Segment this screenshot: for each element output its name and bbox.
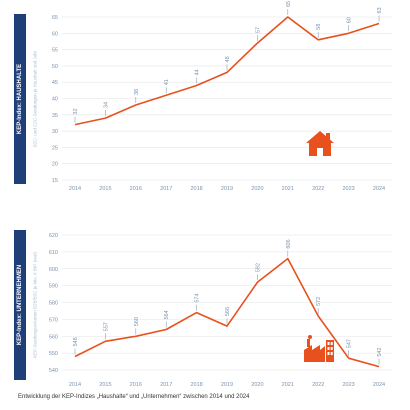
x-tick-label: 2019 — [221, 186, 233, 192]
y-tick-label: 610 — [49, 250, 58, 256]
x-tick-label: 2014 — [69, 382, 81, 388]
y-tick-label: 620 — [49, 233, 58, 239]
x-tick-label: 2015 — [99, 186, 111, 192]
y-tick-label: 45 — [52, 80, 58, 86]
chart1-title-tab: KEP-Index: HAUSHALTE — [14, 14, 26, 184]
y-tick-label: 40 — [52, 97, 58, 103]
y-tick-label: 20 — [52, 162, 58, 168]
data-label: 44 — [195, 69, 201, 75]
x-tick-label: 2020 — [251, 186, 263, 192]
x-tick-label: 2016 — [130, 382, 142, 388]
x-tick-label: 2018 — [190, 382, 202, 388]
x-tick-label: 2023 — [342, 186, 354, 192]
house-icon — [306, 131, 334, 156]
y-tick-label: 550 — [49, 351, 58, 357]
data-label: 542 — [377, 347, 383, 356]
house-chimney — [326, 133, 330, 140]
series-line — [74, 257, 380, 368]
chart-2-group: 620 610 600 590 580 570 560 550 540 2014 2015 2016 2… — [49, 233, 392, 388]
data-label: 32 — [73, 108, 79, 114]
factory-hall — [304, 345, 325, 362]
y-tick-label: 15 — [52, 178, 58, 184]
data-label: 548 — [73, 337, 79, 346]
data-label: 65 — [286, 1, 292, 7]
y-tick-label: 60 — [52, 31, 58, 37]
y-tick-label: 30 — [52, 129, 58, 135]
y-tick-label: 50 — [52, 64, 58, 70]
y-tick-label: 590 — [49, 284, 58, 290]
data-label: 547 — [347, 339, 353, 348]
y-tick-label: 570 — [49, 317, 58, 323]
y-tick-label: 35 — [52, 113, 58, 119]
factory-smoke — [308, 335, 312, 339]
x-tick-label: 2014 — [69, 186, 81, 192]
series-line — [74, 16, 380, 126]
x-tick-label: 2021 — [282, 186, 294, 192]
factory-window — [330, 342, 333, 345]
data-label: 58 — [316, 24, 322, 30]
y-tick-label: 55 — [52, 48, 58, 54]
chart2-title-tab: KEP-Index: UNTERNEHMEN — [14, 230, 26, 380]
data-label: 34 — [103, 102, 109, 108]
y-tick-label: 560 — [49, 334, 58, 340]
data-label: 60 — [347, 17, 353, 23]
factory-icon — [304, 335, 334, 362]
x-tick-label: 2024 — [373, 382, 385, 388]
data-label: 48 — [225, 56, 231, 62]
y-tick-label: 540 — [49, 368, 58, 374]
factory-window — [327, 342, 330, 345]
x-tick-label: 2015 — [99, 382, 111, 388]
x-tick-label: 2023 — [342, 382, 354, 388]
data-label: 557 — [103, 322, 109, 331]
data-label: 41 — [164, 79, 170, 85]
x-tick-label: 2022 — [312, 186, 324, 192]
y-tick-label: 25 — [52, 145, 58, 151]
x-tick-label: 2018 — [190, 186, 202, 192]
y-tick-label: 65 — [52, 15, 58, 21]
x-tick-label: 2021 — [282, 382, 294, 388]
data-label: 606 — [286, 239, 292, 248]
x-tick-label: 2017 — [160, 186, 172, 192]
data-label: 57 — [255, 27, 261, 33]
x-tick-label: 2024 — [373, 186, 385, 192]
y-tick-label: 600 — [49, 267, 58, 273]
x-tick-label: 2016 — [130, 186, 142, 192]
x-tick-label: 2017 — [160, 382, 172, 388]
data-label: 63 — [377, 7, 383, 13]
x-tick-label: 2020 — [251, 382, 263, 388]
data-label: 564 — [164, 310, 170, 319]
x-tick-label: 2019 — [221, 382, 233, 388]
factory-chimney — [307, 339, 310, 347]
factory-building — [326, 340, 334, 362]
factory-window — [330, 352, 333, 355]
factory-window — [327, 347, 330, 350]
data-label: 572 — [316, 297, 322, 306]
figure-caption: Entwicklung der KEP-Indizes „Haushalte“ … — [18, 394, 250, 400]
data-label: 574 — [195, 293, 201, 302]
x-tick-label: 2022 — [312, 382, 324, 388]
factory-window — [327, 352, 330, 355]
data-label: 592 — [255, 263, 261, 272]
factory-window — [330, 347, 333, 350]
data-label: 560 — [134, 317, 140, 326]
data-label: 38 — [134, 89, 140, 95]
y-tick-label: 580 — [49, 301, 58, 307]
data-label: 566 — [225, 307, 231, 316]
